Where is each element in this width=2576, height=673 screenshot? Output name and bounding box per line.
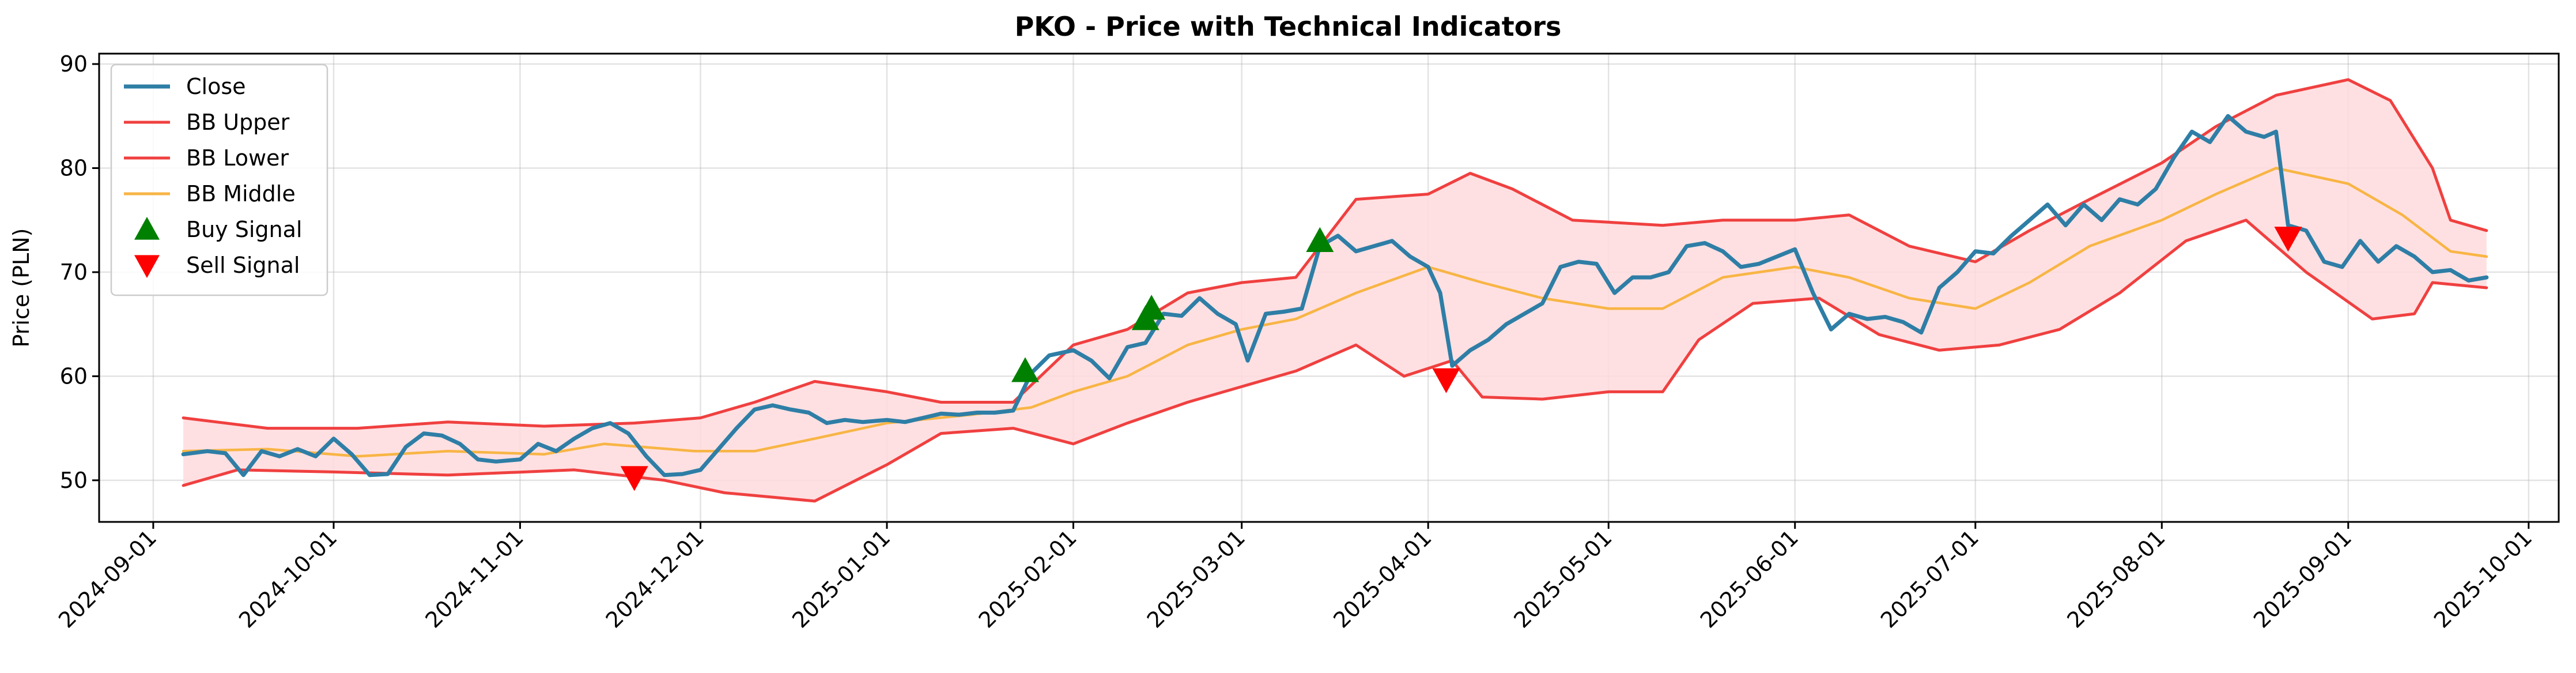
sell-signal-marker [2274, 227, 2302, 252]
chart-title: PKO - Price with Technical Indicators [1015, 11, 1562, 42]
sell-signal-marker [620, 466, 648, 491]
y-axis-label: Price (PLN) [9, 228, 34, 348]
series-line-bb-upper [182, 78, 2488, 430]
x-tick-label: 2025-10-01 [2429, 525, 2537, 633]
x-tick-label: 2025-03-01 [1142, 525, 1250, 633]
x-tick-label: 2025-08-01 [2062, 525, 2170, 633]
buy-signal-marker [1138, 295, 1166, 320]
legend-label: Sell Signal [186, 253, 300, 278]
buy-signal-marker [1011, 357, 1040, 382]
legend-swatch [134, 217, 160, 240]
legend-swatch [134, 255, 160, 278]
y-axis: 50 60 70 80 90 [60, 51, 99, 493]
series-line-close [181, 114, 2489, 478]
y-tick-label: 70 [60, 260, 88, 285]
sell-signal-marker [1432, 368, 1460, 393]
buy-signal-marker [1306, 227, 1334, 252]
y-tick-label: 80 [60, 155, 88, 181]
x-tick-label: 2025-09-01 [2249, 525, 2356, 633]
y-tick-label: 50 [60, 468, 88, 493]
legend-label: Buy Signal [186, 217, 302, 242]
x-tick-label: 2024-10-01 [234, 525, 342, 633]
legend-label: BB Middle [186, 181, 296, 206]
x-tick-label: 2024-11-01 [421, 525, 528, 633]
legend-label: BB Lower [186, 145, 289, 171]
x-tick-label: 2024-09-01 [54, 525, 161, 633]
series-line-bb-lower [182, 219, 2488, 503]
legend-label: BB Upper [186, 110, 290, 135]
x-tick-label: 2025-06-01 [1695, 525, 1803, 633]
legend-label: Close [186, 74, 246, 99]
bollinger-band-fill [183, 80, 2487, 501]
legend: Close BB Upper BB Lower BB Middle Buy Signal… [110, 63, 328, 296]
x-tick-label: 2025-04-01 [1328, 525, 1436, 633]
x-tick-label: 2025-01-01 [787, 525, 895, 633]
y-tick-label: 90 [60, 51, 88, 77]
x-tick-label: 2025-05-01 [1509, 525, 1616, 633]
series-lines [181, 78, 2489, 503]
x-axis: 2024-09-01 2024-10-01 2024-11-01 2024-12-01… [54, 522, 2537, 633]
plot-frame [98, 52, 2560, 523]
x-tick-label: 2025-07-01 [1876, 525, 1984, 633]
y-tick-label: 60 [60, 363, 88, 389]
x-tick-label: 2025-02-01 [974, 525, 1082, 633]
signal-markers [620, 227, 2302, 491]
x-tick-label: 2024-12-01 [601, 525, 709, 633]
